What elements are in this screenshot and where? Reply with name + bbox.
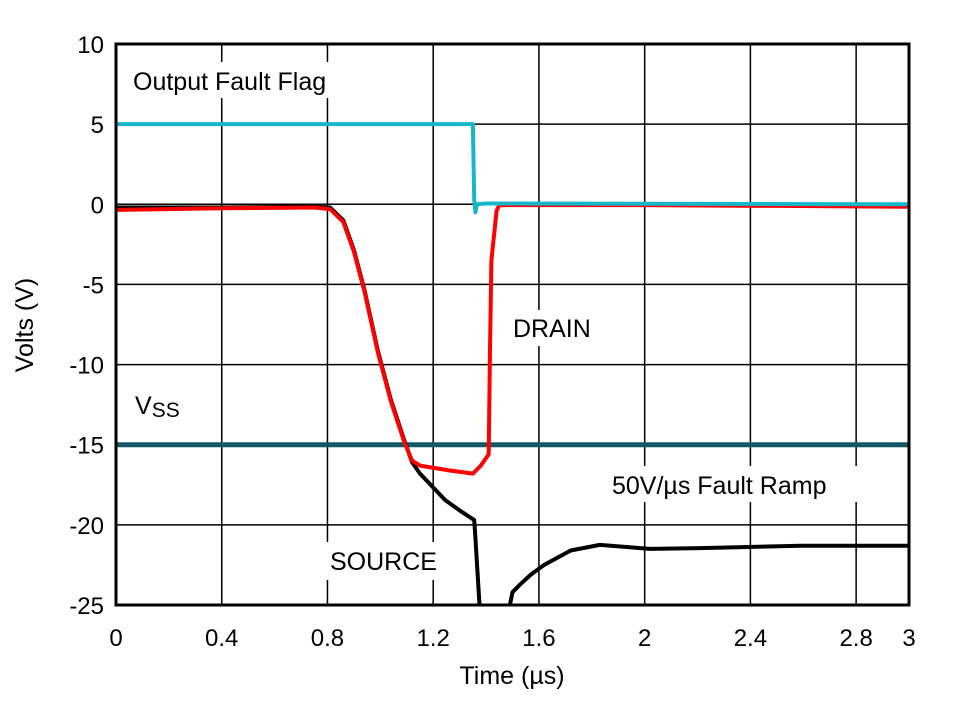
annotation-source: SOURCE: [330, 548, 437, 576]
tick-labels: 0 0.4 0.8 1.2 1.6 2 2.4 2.8 3 10 5 0 -5 -10 -15 -20 -25: [69, 32, 915, 652]
x-tick-label: 2.8: [839, 625, 872, 652]
x-tick-label: 0: [109, 625, 122, 652]
series-drain-line: [115, 203, 910, 476]
x-axis-label: Time (µs): [459, 662, 564, 690]
y-axis-label: Volts (V): [11, 278, 39, 372]
x-tick-label: 0.8: [311, 625, 344, 652]
annotation-vss: VSS: [135, 392, 180, 422]
label-bg: [128, 62, 360, 98]
vss-main: V: [135, 392, 152, 420]
x-tick-label: 3: [902, 625, 915, 652]
y-tick-label: -25: [69, 593, 104, 620]
annotation-ramp: 50V/µs Fault Ramp: [612, 472, 827, 500]
label-bg: [606, 466, 868, 502]
x-tick-label: 1.2: [417, 625, 450, 652]
series-output-fault-flag-line: [116, 122, 910, 215]
vss-sub: SS: [152, 399, 180, 422]
label-bg: [506, 310, 606, 346]
x-tick-label: 2.4: [734, 625, 767, 652]
label-bg: [322, 542, 462, 580]
y-tick-label: 0: [91, 192, 104, 219]
x-tick-label: 0.4: [205, 625, 238, 652]
plot-frame: [114, 42, 911, 607]
y-tick-label: 10: [77, 32, 104, 59]
annotation-drain: DRAIN: [513, 315, 591, 343]
y-tick-label: -15: [69, 433, 104, 460]
series-layer: [115, 122, 910, 606]
x-tick-label: 2: [638, 625, 651, 652]
y-tick-label: 5: [91, 112, 104, 139]
y-tick-label: -10: [69, 353, 104, 380]
series-source-line: [507, 542, 909, 606]
y-tick-label: -5: [83, 272, 104, 299]
annotation-fault-flag: Output Fault Flag: [133, 68, 326, 96]
x-tick-label: 1.6: [522, 625, 555, 652]
y-tick-label: -20: [69, 513, 104, 540]
